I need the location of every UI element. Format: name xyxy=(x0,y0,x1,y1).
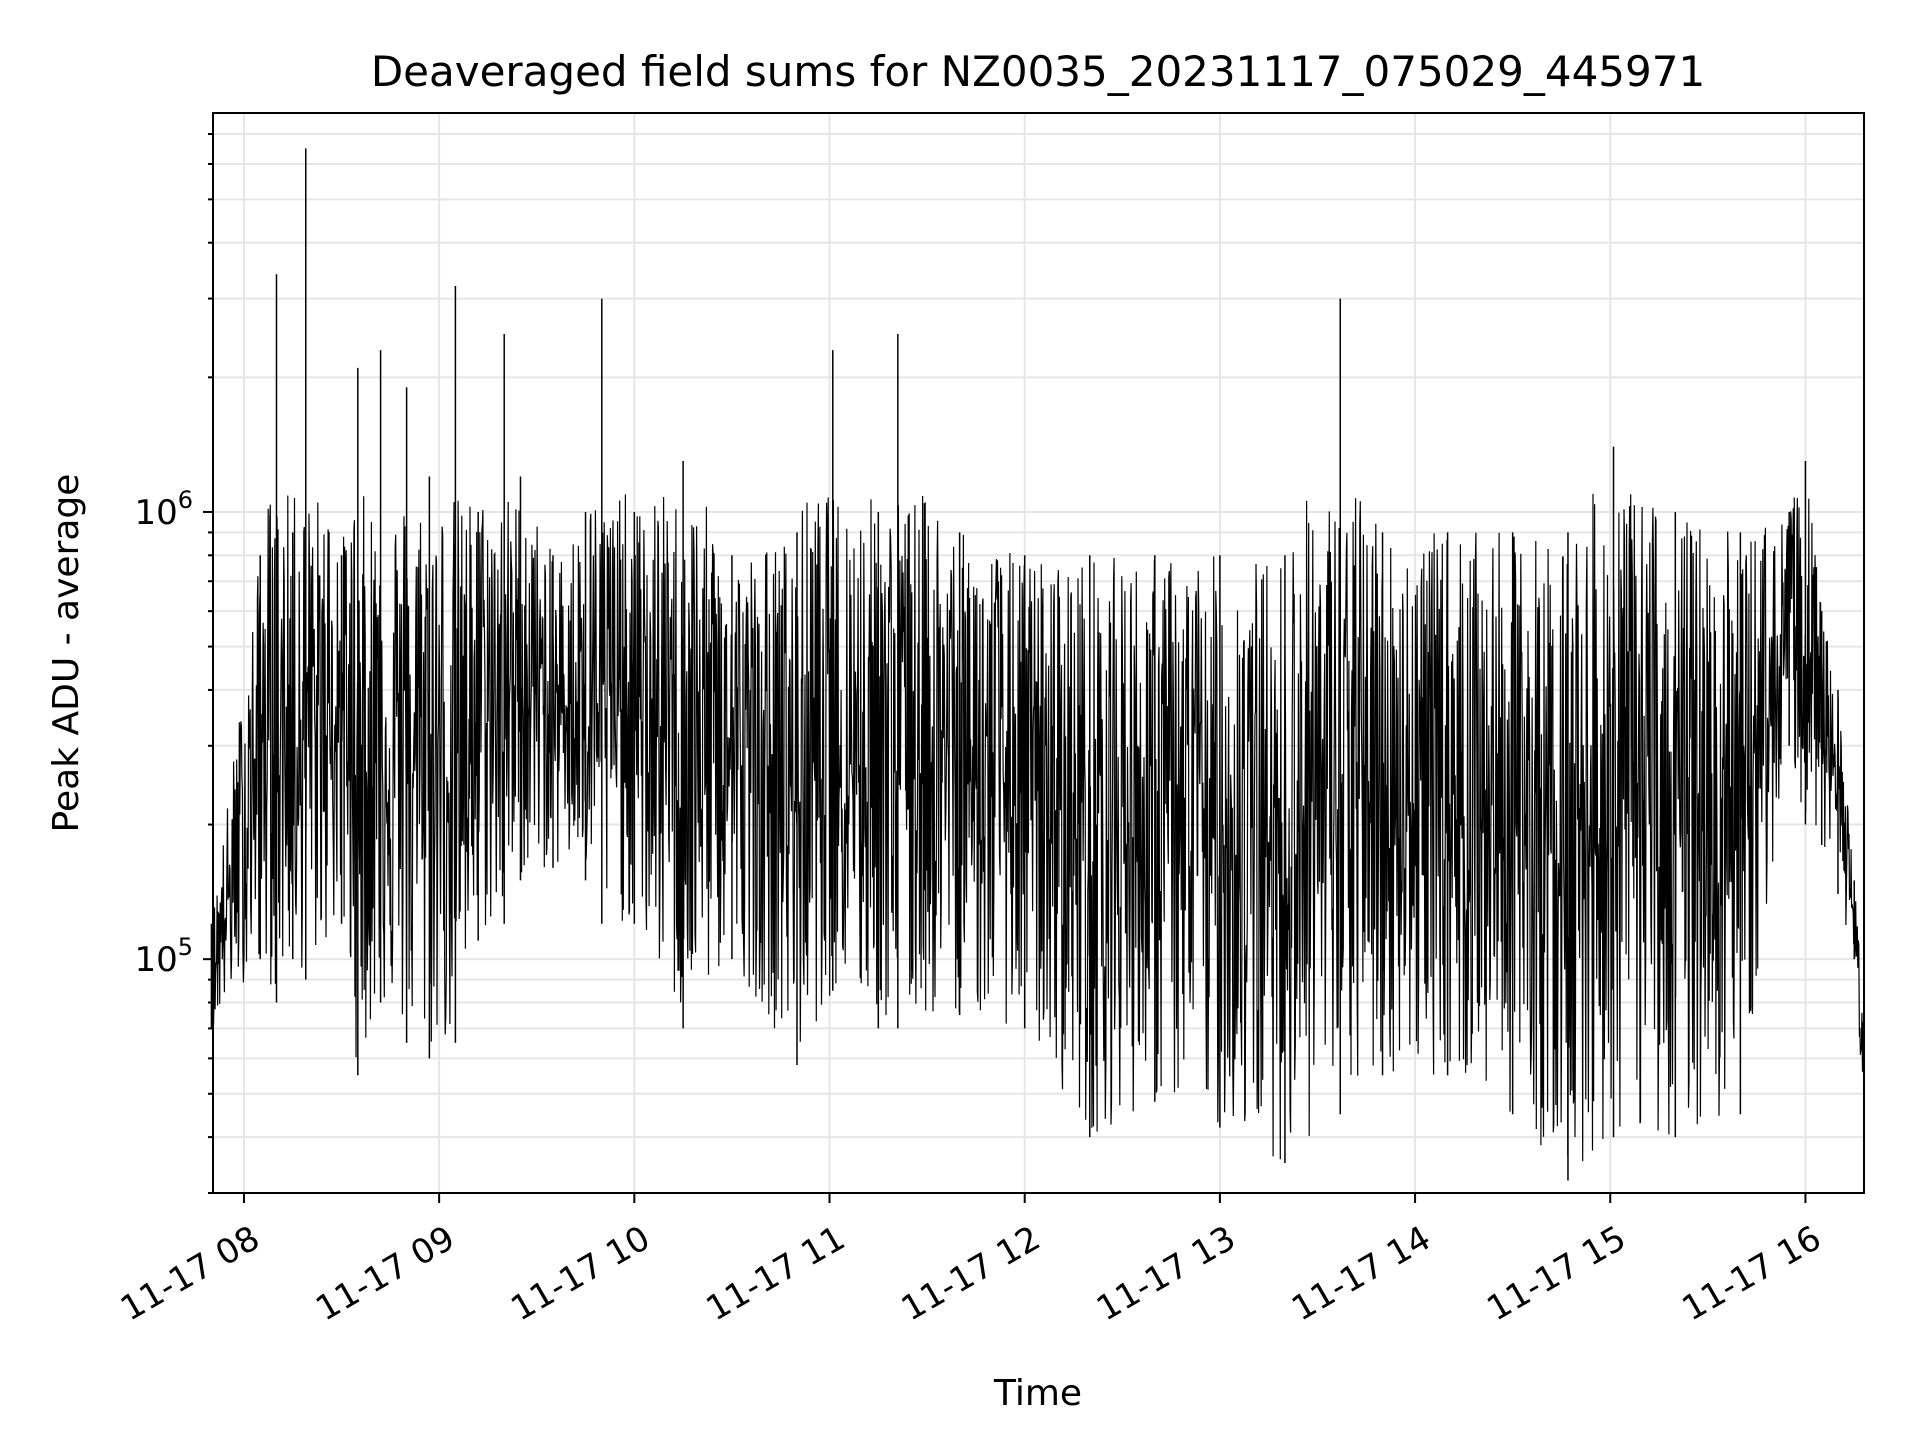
y-axis-label: Peak ADU - average xyxy=(46,474,87,833)
chart-title: Deaveraged field sums for NZ0035_2023111… xyxy=(371,47,1705,96)
data-line xyxy=(212,493,1865,1162)
x-axis-label: Time xyxy=(993,1373,1082,1414)
plot-frame xyxy=(212,112,1865,1194)
data-series xyxy=(210,148,1865,1181)
